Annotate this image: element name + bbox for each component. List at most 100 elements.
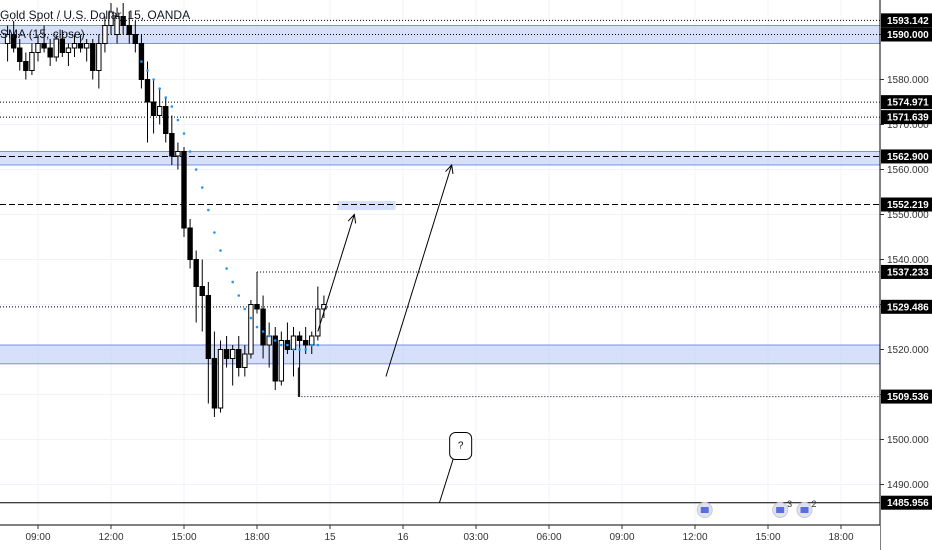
candle-body: [10, 34, 17, 49]
sma-point: [267, 334, 271, 338]
indicator-label: SMA (15, close): [0, 27, 85, 41]
sma-point: [292, 348, 295, 351]
price-label-value: 1529.486: [887, 302, 929, 313]
price-label-tag[interactable]: [881, 299, 932, 314]
trend-arrow[interactable]: [385, 164, 453, 377]
sma-point: [152, 78, 155, 81]
candle-body: [315, 308, 321, 337]
candle-body: [217, 349, 224, 409]
candle-body: [41, 43, 47, 49]
price-label-value: 1552.219: [887, 200, 929, 211]
price-tick-label: 1550.000: [887, 210, 929, 221]
price-label-tag[interactable]: [881, 95, 932, 110]
price-label-value: 1509.536: [887, 392, 929, 403]
sma-point: [158, 87, 161, 90]
arrow-head: [445, 163, 454, 174]
candle-body: [229, 349, 236, 359]
price-label-tag[interactable]: [881, 389, 932, 404]
candle-body: [102, 25, 108, 44]
candle-body: [35, 43, 41, 53]
event-count: 2: [812, 499, 817, 509]
sma-point: [207, 208, 210, 212]
price-zone[interactable]: [0, 345, 880, 364]
drawing-annotations[interactable]: ? 3 2: [317, 163, 817, 518]
candle-body: [126, 25, 132, 35]
sma-point: [249, 316, 253, 320]
time-axis-background: [0, 525, 880, 550]
candle-body: [150, 101, 157, 116]
sma-point: [286, 343, 289, 347]
candle-body: [321, 304, 327, 310]
price-tick-label: 1540.000: [887, 255, 929, 266]
trend-arrow[interactable]: [317, 214, 355, 332]
price-label-tag[interactable]: [881, 149, 932, 164]
price-label-tag[interactable]: [881, 110, 932, 125]
sma-point: [298, 348, 301, 351]
time-tick-label: 06:00: [536, 532, 561, 543]
sma-point: [255, 325, 259, 329]
sma-point: [200, 186, 204, 189]
candle-body: [77, 43, 84, 49]
time-tick-label: 09:00: [25, 532, 50, 543]
sma-point: [194, 168, 198, 171]
horizontal-levels[interactable]: [0, 19, 880, 504]
event-count: 3: [787, 499, 792, 509]
sma-point: [188, 150, 192, 153]
price-tick-label: 1560.000: [887, 165, 929, 176]
price-label-tag[interactable]: [881, 495, 932, 510]
candle-body: [71, 43, 78, 49]
price-label-tag[interactable]: [881, 197, 932, 212]
candle-body: [114, 16, 120, 35]
candle-body: [242, 353, 248, 368]
candle-body: [4, 34, 11, 44]
candle-body: [59, 38, 66, 53]
candle-body: [90, 43, 96, 71]
callout-box[interactable]: [449, 432, 473, 460]
support-resistance-zones[interactable]: [0, 25, 880, 365]
time-tick-label: 15:00: [755, 532, 780, 543]
sma-series: [140, 60, 320, 351]
price-zone[interactable]: [0, 151, 880, 166]
price-label-value: 1593.142: [887, 16, 929, 27]
sma-point: [243, 307, 247, 311]
event-flag-icon: [700, 507, 709, 513]
price-label-value: 1485.956: [887, 498, 929, 509]
price-label-tag[interactable]: [881, 27, 932, 42]
price-label-value: 1590.000: [887, 30, 929, 41]
price-label-value: 1537.233: [887, 267, 929, 278]
arrow-head: [347, 213, 357, 224]
sma-point: [237, 294, 241, 297]
price-tick-label: 1580.000: [887, 75, 929, 86]
time-tick-label: 18:00: [244, 532, 269, 543]
candlestick-series: [4, 3, 327, 417]
candle-body: [108, 11, 114, 26]
price-label-tag[interactable]: [881, 264, 932, 279]
time-tick-label: 12:00: [682, 532, 707, 543]
time-axis[interactable]: 09:00 12:00 15:00 18:00 15 16 03:00 06:00 09:00 1…: [0, 524, 880, 550]
callout-text: ?: [458, 441, 464, 452]
price-axis[interactable]: 1490.0001500.0001510.0001520.0001530.000…: [879, 0, 932, 550]
indicator-legend[interactable]: SMA (15, close): [0, 27, 85, 41]
candle-body: [17, 47, 23, 62]
price-zone[interactable]: [0, 25, 880, 44]
price-zone[interactable]: [337, 201, 396, 210]
time-tick-label: 12:00: [98, 532, 123, 543]
time-tick-label: 03:00: [463, 532, 488, 543]
sma-point: [164, 96, 168, 99]
sma-point: [316, 343, 320, 347]
time-tick-label: 18:00: [828, 532, 853, 543]
candle-body: [266, 335, 272, 346]
candle-body: [23, 61, 29, 71]
sma-point: [146, 69, 149, 72]
candle-body: [248, 304, 254, 355]
candle-body: [181, 151, 187, 229]
candle-body: [65, 47, 72, 53]
candle-body: [29, 52, 35, 71]
price-label-tag[interactable]: [881, 13, 932, 28]
candle-body: [120, 16, 126, 26]
sma-point: [280, 343, 283, 347]
event-flag-icon: [800, 507, 809, 513]
sma-point: [261, 330, 265, 333]
grid: [0, 0, 880, 525]
